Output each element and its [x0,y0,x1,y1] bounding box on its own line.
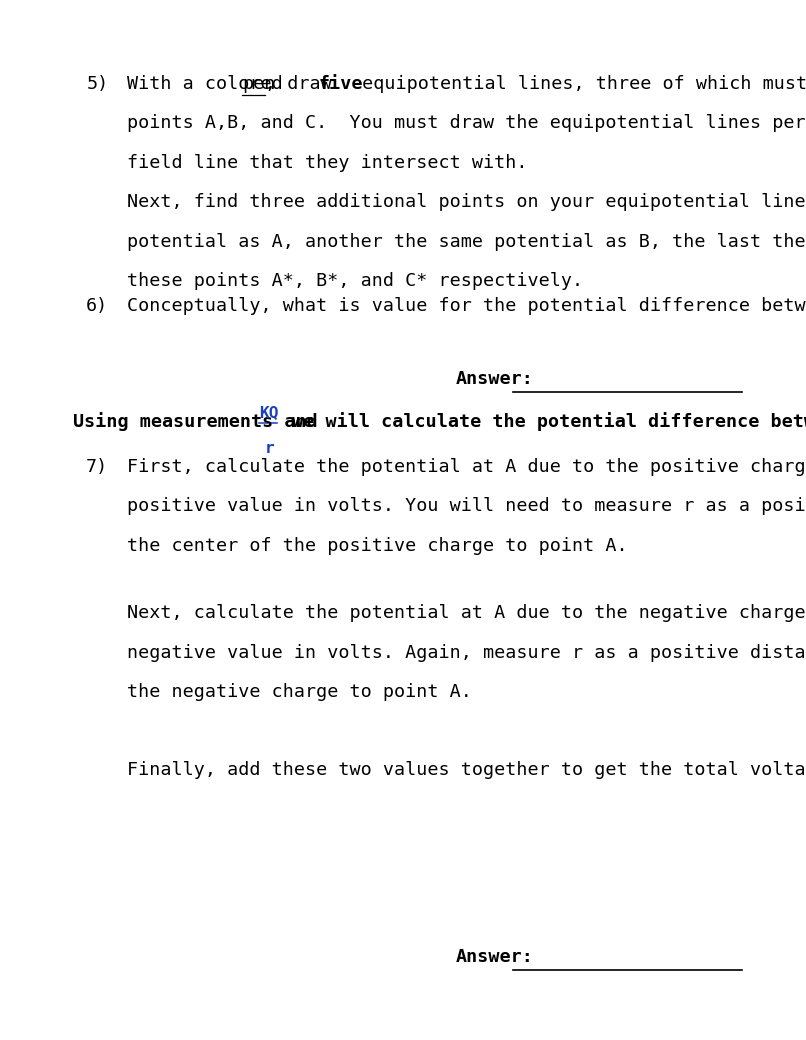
Text: First, calculate the potential at A due to the positive charge, this should be a: First, calculate the potential at A due … [127,458,806,475]
Text: KQ: KQ [260,405,279,419]
Text: potential as A, another the same potential as B, the last the same potential as : potential as A, another the same potenti… [127,233,806,251]
Text: the center of the positive charge to point A.: the center of the positive charge to poi… [127,537,628,554]
Text: five: five [319,75,364,93]
Text: we will calculate the potential difference between A and B.: we will calculate the potential differen… [281,412,806,431]
Text: 7): 7) [86,458,109,475]
Text: pen: pen [243,75,276,93]
Text: r: r [264,441,274,456]
Text: equipotential lines, three of which must pass through each of: equipotential lines, three of which must… [351,75,806,93]
Text: these points A*, B*, and C* respectively.: these points A*, B*, and C* respectively… [127,272,584,290]
Text: Answer:: Answer: [456,370,534,388]
Text: Next, find three additional points on your equipotential lines. One should have : Next, find three additional points on yo… [127,193,806,211]
Text: Using measurements and: Using measurements and [73,412,329,431]
Text: Next, calculate the potential at A due to the negative charge. This should be a: Next, calculate the potential at A due t… [127,604,806,622]
Text: Conceptually, what is value for the potential difference between B and B*?: Conceptually, what is value for the pote… [127,297,806,315]
Text: positive value in volts. You will need to measure r as a positive distance from: positive value in volts. You will need t… [127,497,806,515]
Text: negative value in volts. Again, measure r as a positive distance from the center: negative value in volts. Again, measure … [127,644,806,661]
Text: points A,B, and C.  You must draw the equipotential lines perpendicular to every: points A,B, and C. You must draw the equ… [127,114,806,132]
Text: field line that they intersect with.: field line that they intersect with. [127,154,528,172]
Text: 5): 5) [86,75,109,93]
Text: With a colored: With a colored [127,75,294,93]
Text: 6): 6) [86,297,109,315]
Text: , draw: , draw [265,75,343,93]
Text: the negative charge to point A.: the negative charge to point A. [127,683,472,701]
Text: Answer:: Answer: [456,948,534,966]
Text: Finally, add these two values together to get the total voltage (or potential) a: Finally, add these two values together t… [127,761,806,779]
